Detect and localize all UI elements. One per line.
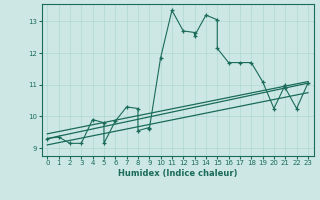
X-axis label: Humidex (Indice chaleur): Humidex (Indice chaleur) (118, 169, 237, 178)
